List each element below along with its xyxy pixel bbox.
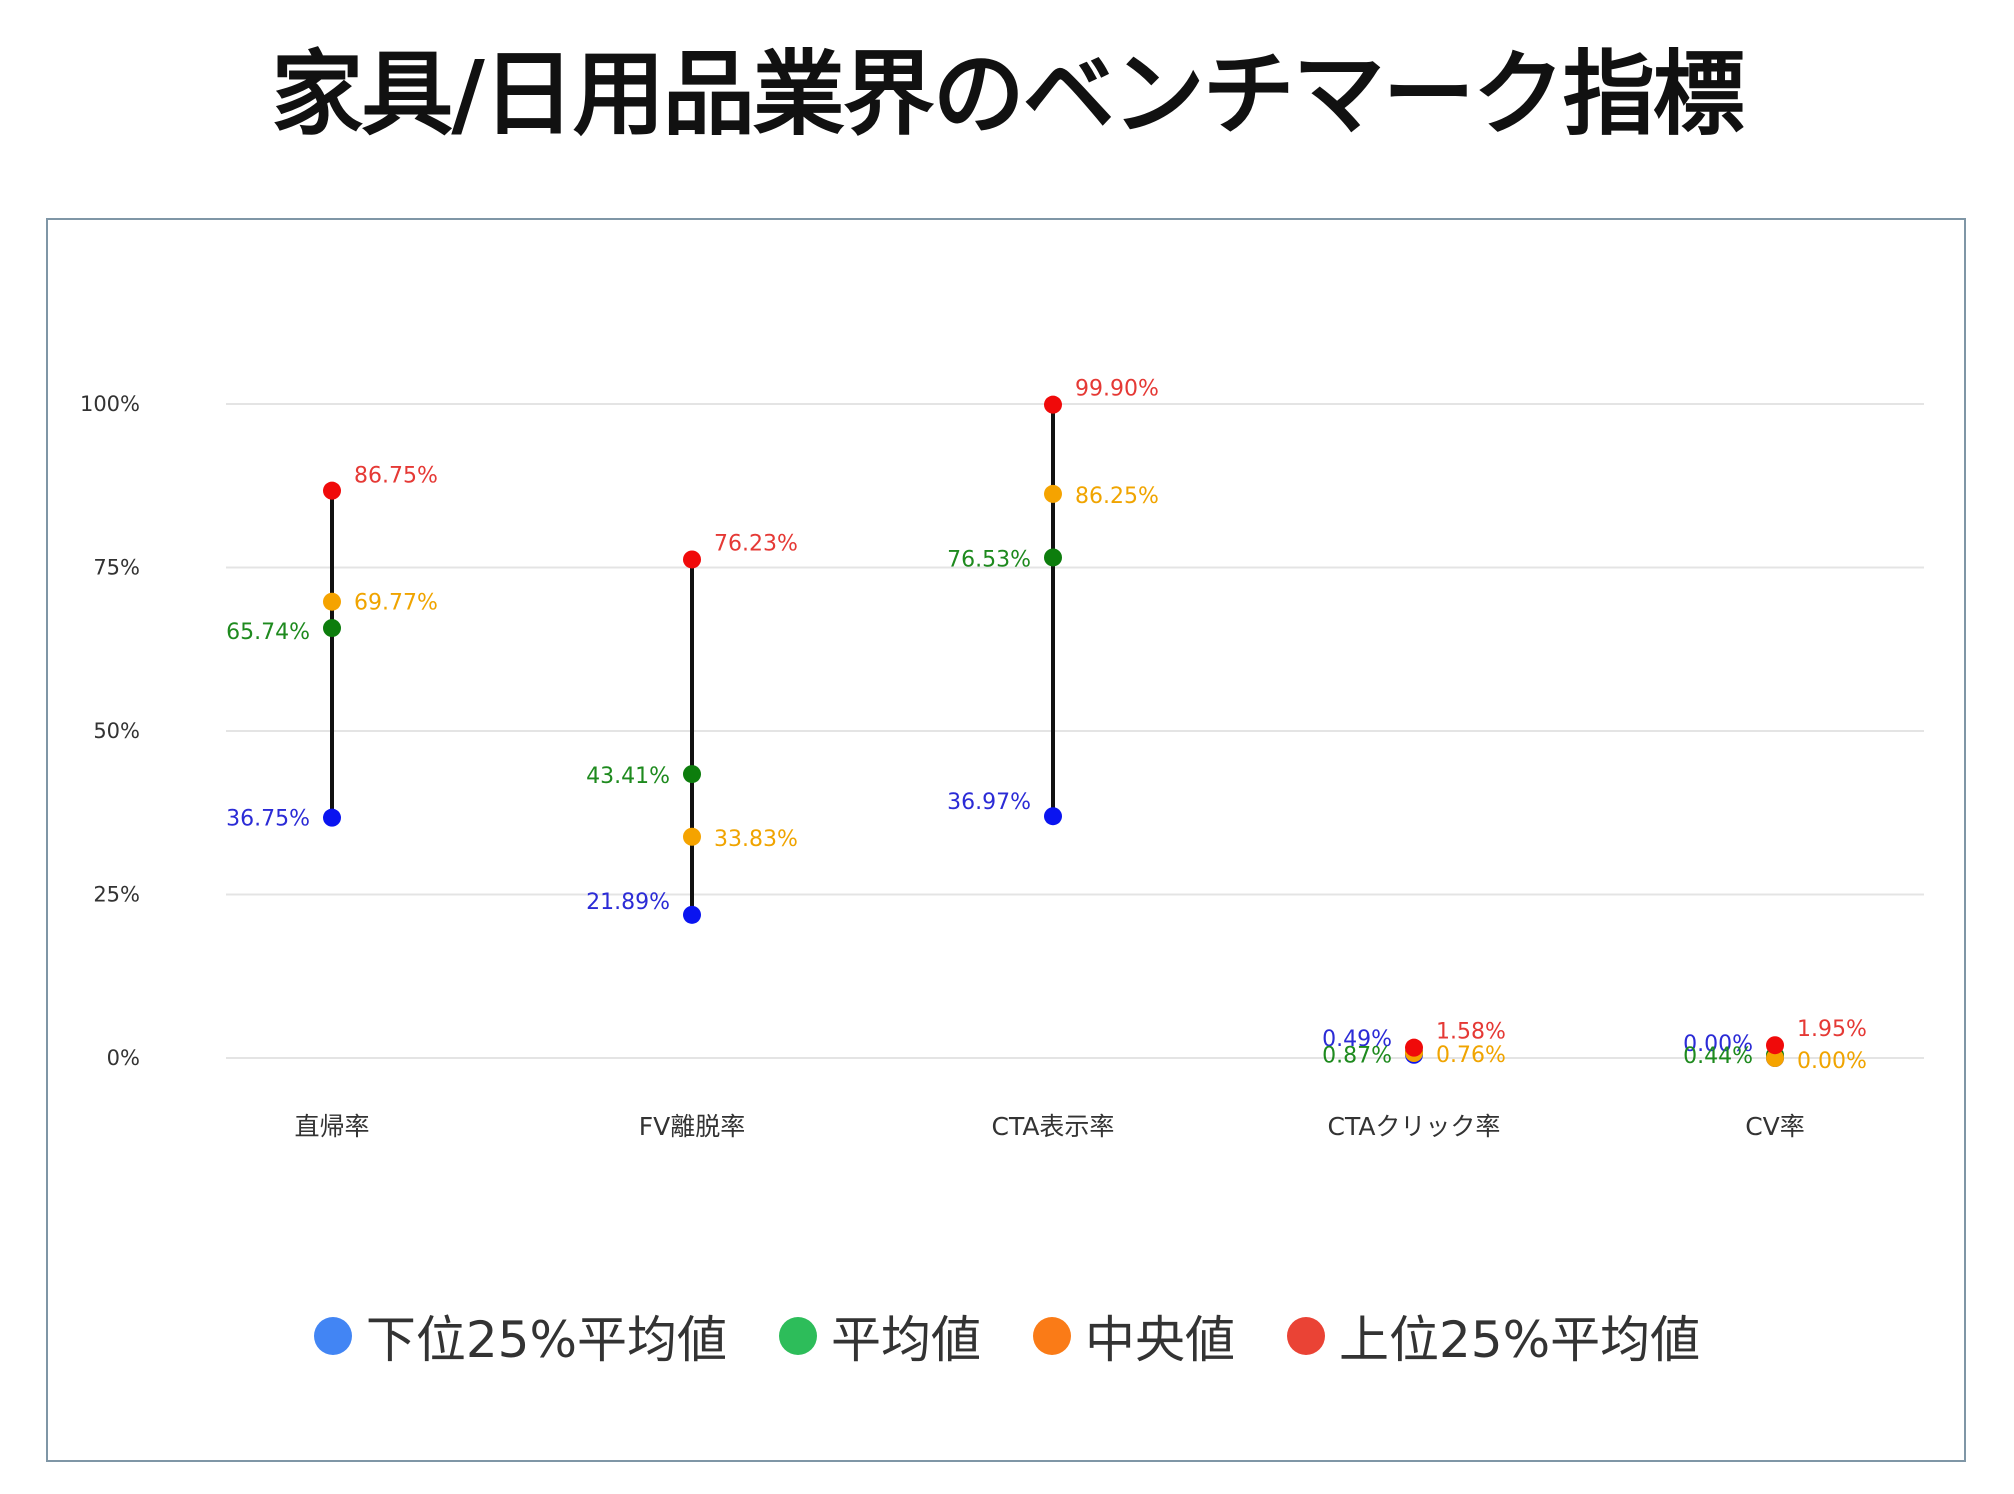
data-label-median: 86.25% (1075, 484, 1159, 509)
chart-frame: 0% 25% 50% 75% 100% 直帰率 FV離脱率 CTA表示率 CTAクリック率 CV率… (46, 218, 1966, 1462)
data-point-top25 (683, 550, 701, 569)
legend-label: 中央値 (1085, 1311, 1235, 1369)
data-point-top25 (1405, 1038, 1423, 1057)
data-label-top25: 86.75% (354, 464, 438, 489)
x-tick-label: CTAクリック率 (1328, 1112, 1501, 1141)
chart-legend: 下位25%平均値 平均値 中央値 上位25%平均値 (0, 1300, 2014, 1372)
data-point-low25 (1044, 807, 1062, 826)
x-tick-label: 直帰率 (294, 1112, 369, 1141)
data-label-median: 33.83% (714, 827, 798, 852)
data-label-mean: 0.44% (1683, 1044, 1753, 1069)
legend-item: 中央値 (1033, 1300, 1235, 1372)
data-label-low25: 36.97% (947, 790, 1031, 815)
data-point-median (683, 827, 701, 846)
legend-swatch (313, 1317, 352, 1355)
data-point-low25 (683, 905, 701, 924)
legend-swatch (779, 1317, 817, 1355)
data-point-median (1766, 1049, 1784, 1067)
data-label-median: 0.76% (1436, 1043, 1506, 1068)
legend-item: 上位25%平均値 (1287, 1300, 1700, 1372)
data-point-mean (683, 765, 701, 784)
y-tick-label: 50% (93, 719, 140, 743)
x-tick-label: CV率 (1745, 1112, 1805, 1141)
x-tick-label: FV離脱率 (639, 1112, 745, 1141)
legend-swatch (1033, 1317, 1071, 1355)
data-label-low25: 0.49% (1322, 1027, 1392, 1052)
legend-item: 下位25%平均値 (313, 1300, 727, 1372)
data-label-mean: 43.41% (586, 764, 670, 789)
y-tick-label: 25% (93, 883, 140, 907)
data-label-mean: 76.53% (947, 547, 1031, 572)
data-label-top25: 1.95% (1797, 1017, 1867, 1042)
legend-swatch (1287, 1317, 1325, 1355)
data-label-median: 69.77% (354, 591, 438, 616)
data-label-low25: 36.75% (226, 807, 310, 832)
data-point-median (1044, 484, 1062, 503)
legend-label: 平均値 (831, 1311, 981, 1369)
chart-title: 家具/日用品業界のベンチマーク指標 (271, 41, 1745, 148)
y-tick-label: 0% (107, 1046, 140, 1070)
data-label-median: 0.00% (1797, 1049, 1867, 1074)
legend-label: 上位25%平均値 (1339, 1311, 1701, 1369)
x-tick-label: CTA表示率 (992, 1112, 1115, 1141)
legend-label: 下位25%平均値 (365, 1311, 727, 1369)
data-point-low25 (323, 808, 341, 827)
data-point-mean (1044, 548, 1062, 567)
data-point-top25 (1766, 1036, 1784, 1055)
data-point-mean (323, 619, 341, 638)
legend-item: 平均値 (779, 1300, 981, 1372)
data-label-mean: 65.74% (226, 620, 310, 645)
y-tick-label: 100% (80, 392, 140, 416)
data-label-low25: 21.89% (586, 890, 670, 915)
data-label-mean: 0.87% (1322, 1043, 1392, 1068)
y-tick-label: 75% (93, 556, 140, 580)
data-point-median (323, 592, 341, 611)
data-label-top25: 1.58% (1436, 1020, 1506, 1045)
data-label-low25: 0.00% (1683, 1032, 1753, 1057)
data-point-top25 (323, 481, 341, 500)
data-label-top25: 99.90% (1075, 377, 1159, 402)
chart-plot: 0% 25% 50% 75% 100% 直帰率 FV離脱率 CTA表示率 CTAクリック率 CV率… (80, 377, 1924, 1141)
data-label-top25: 76.23% (714, 531, 798, 556)
data-point-top25 (1044, 395, 1062, 414)
